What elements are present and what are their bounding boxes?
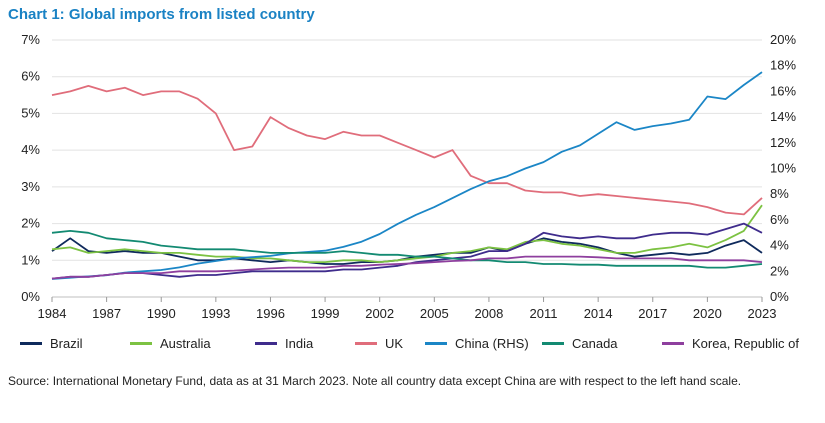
right-tick-label: 14% [770,109,796,124]
left-tick-label: 6% [21,69,40,84]
legend-label: UK [385,336,404,351]
legend-label: China (RHS) [455,336,529,351]
left-tick-label: 7% [21,32,40,47]
series-line-china-rhs [51,71,763,280]
legend-swatch [662,342,684,345]
right-axis-ticks: 0% 2% 4% 6% 8% 10% 12% 14% 16% 18% 20% [770,32,796,304]
legend-item: UK [355,336,403,351]
x-tick-label: 2005 [420,306,449,321]
series-lines [51,71,763,280]
legend-swatch [255,342,277,345]
x-tick-label: 1990 [147,306,176,321]
right-tick-label: 18% [770,58,796,73]
left-tick-label: 1% [21,252,40,267]
x-tick-label: 2023 [748,306,777,321]
source-note: Source: International Monetary Fund, dat… [8,374,742,388]
legend-swatch [542,342,564,345]
right-tick-label: 12% [770,135,796,150]
x-axis-ticks: 1984 1987 1990 1993 1996 1999 2002 2005 2008 2011… [38,297,777,321]
legend-label: Australia [160,336,211,351]
right-tick-label: 10% [770,161,796,176]
right-tick-label: 16% [770,83,796,98]
legend-item: China (RHS) [425,336,529,351]
right-tick-label: 6% [770,212,789,227]
legend-item: India [255,336,313,351]
x-tick-label: 2002 [365,306,394,321]
x-tick-label: 1999 [311,306,340,321]
left-tick-label: 4% [21,142,40,157]
series-line-canada [51,230,763,269]
gridlines [52,39,762,298]
left-axis-ticks: 0% 1% 2% 3% 4% 5% 6% 7% [21,32,40,304]
legend-swatch [355,342,377,345]
legend-label: India [285,336,314,351]
legend: Brazil Australia India UK China (RHS) Canada K… [20,336,820,356]
left-tick-label: 0% [21,289,40,304]
series-line-korea-republic-of [51,255,763,280]
x-tick-label: 1993 [201,306,230,321]
x-tick-label: 2020 [693,306,722,321]
right-tick-label: 20% [770,32,796,47]
left-tick-label: 3% [21,179,40,194]
left-tick-label: 5% [21,105,40,120]
x-tick-label: 1996 [256,306,285,321]
left-tick-label: 2% [21,216,40,231]
x-tick-label: 2014 [584,306,613,321]
legend-label: Korea, Republic of [692,336,799,351]
legend-item: Brazil [20,336,83,351]
right-tick-label: 2% [770,263,789,278]
legend-item: Canada [542,336,618,351]
x-tick-label: 2008 [474,306,503,321]
right-tick-label: 4% [770,238,789,253]
x-tick-label: 2011 [530,306,558,321]
legend-label: Brazil [50,336,83,351]
series-line-australia [51,204,763,263]
legend-swatch [130,342,152,345]
right-tick-label: 8% [770,186,789,201]
legend-swatch [20,342,42,345]
legend-label: Canada [572,336,618,351]
series-line-uk [51,85,763,216]
x-tick-label: 1987 [92,306,121,321]
legend-item: Australia [130,336,211,351]
line-chart: 0% 1% 2% 3% 4% 5% 6% 7% 0% 2% 4% 6% 8% 10% 12% 14% 16% 1… [21,32,796,321]
chart-title: Chart 1: Global imports from listed coun… [8,6,315,23]
legend-swatch [425,342,447,345]
legend-item: Korea, Republic of [662,336,799,351]
x-tick-label: 2017 [638,306,667,321]
right-tick-label: 0% [770,289,789,304]
x-tick-label: 1984 [38,306,67,321]
